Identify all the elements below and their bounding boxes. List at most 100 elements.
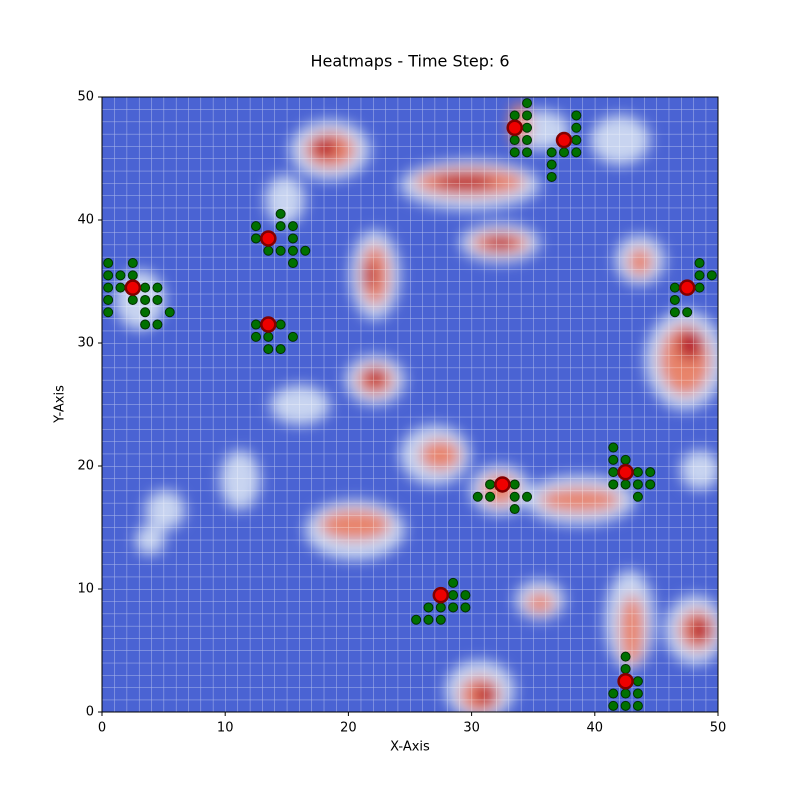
neighbor-point	[103, 282, 114, 293]
agent-point	[555, 131, 573, 149]
neighbor-point	[522, 147, 533, 158]
agent-point	[506, 119, 523, 136]
chart-title: Heatmaps - Time Step: 6	[310, 52, 509, 71]
neighbor-point	[546, 171, 557, 182]
neighbor-point	[509, 479, 520, 490]
agent-point	[260, 230, 277, 247]
neighbor-point	[706, 270, 717, 281]
heatmap	[102, 97, 718, 712]
neighbor-point	[522, 98, 533, 109]
neighbor-point	[669, 307, 680, 318]
neighbor-point	[263, 344, 274, 355]
neighbor-point	[287, 331, 298, 342]
neighbor-point	[411, 614, 422, 625]
neighbor-point	[275, 245, 286, 256]
neighbor-point	[103, 270, 114, 281]
neighbor-point	[251, 319, 261, 330]
neighbor-point	[448, 590, 459, 601]
neighbor-point	[632, 688, 643, 699]
neighbor-point	[645, 467, 656, 478]
neighbor-point	[522, 135, 533, 146]
neighbor-point	[103, 307, 114, 318]
y-axis-label: Y-Axis	[53, 385, 68, 424]
agent-point	[494, 476, 511, 493]
neighbor-point	[263, 331, 274, 342]
neighbor-point	[546, 147, 557, 158]
neighbor-point	[435, 614, 446, 625]
neighbor-point	[448, 602, 459, 613]
neighbor-point	[435, 602, 446, 613]
agent-point	[432, 586, 450, 604]
neighbor-point	[608, 442, 619, 453]
x-tick-label: 10	[217, 721, 234, 736]
neighbor-point	[115, 270, 126, 281]
neighbor-point	[571, 110, 582, 121]
neighbor-point	[608, 688, 619, 699]
neighbor-point	[127, 258, 138, 269]
neighbor-point	[115, 282, 126, 293]
neighbor-point	[127, 270, 138, 281]
neighbor-point	[485, 491, 496, 502]
neighbor-point	[669, 294, 680, 305]
y-tick-label: 10	[77, 582, 94, 597]
neighbor-point	[522, 491, 533, 502]
neighbor-point	[472, 491, 483, 502]
neighbor-point	[571, 122, 582, 133]
neighbor-point	[423, 602, 434, 613]
neighbor-point	[620, 663, 631, 674]
neighbor-point	[460, 590, 471, 601]
neighbor-point	[485, 479, 496, 490]
neighbor-point	[287, 221, 298, 232]
neighbor-point	[632, 700, 643, 711]
neighbor-point	[152, 282, 163, 293]
neighbor-point	[152, 294, 163, 305]
neighbor-point	[423, 614, 434, 625]
neighbor-point	[152, 319, 163, 330]
neighbor-point	[509, 135, 520, 146]
x-tick-label: 40	[587, 721, 604, 736]
y-tick-label: 50	[77, 90, 94, 105]
agent-point	[617, 673, 634, 690]
neighbor-point	[103, 258, 114, 269]
neighbor-point	[608, 700, 619, 711]
neighbor-point	[275, 221, 286, 232]
x-axis-label: X-Axis	[390, 740, 430, 755]
neighbor-point	[140, 294, 151, 305]
neighbor-point	[571, 147, 582, 158]
plot-frame	[101, 96, 719, 713]
neighbor-point	[669, 282, 680, 293]
neighbor-point	[300, 245, 311, 256]
neighbor-point	[620, 651, 631, 662]
neighbor-point	[694, 282, 705, 293]
x-tick-label: 30	[463, 721, 480, 736]
agent-point	[124, 279, 142, 296]
neighbor-point	[546, 159, 557, 170]
neighbor-point	[103, 294, 114, 305]
neighbor-point	[522, 122, 533, 133]
y-tick-label: 0	[86, 705, 94, 720]
neighbor-point	[645, 479, 656, 490]
neighbor-point	[694, 270, 705, 281]
neighbor-point	[287, 245, 298, 256]
agent-point	[678, 279, 696, 296]
neighbor-point	[287, 233, 298, 244]
neighbor-point	[287, 258, 298, 269]
neighbor-point	[682, 307, 693, 318]
x-tick-label: 50	[710, 721, 727, 736]
neighbor-point	[620, 688, 631, 699]
neighbor-point	[571, 135, 582, 146]
neighbor-point	[694, 258, 705, 269]
neighbor-point	[140, 282, 151, 293]
neighbor-point	[460, 602, 471, 613]
y-tick-label: 30	[77, 336, 94, 351]
neighbor-point	[127, 294, 138, 305]
neighbor-point	[251, 331, 261, 342]
neighbor-point	[251, 221, 261, 232]
neighbor-point	[509, 110, 520, 121]
neighbor-point	[509, 491, 520, 502]
x-tick-label: 20	[340, 721, 357, 736]
neighbor-point	[263, 245, 274, 256]
neighbor-point	[620, 700, 631, 711]
y-tick-label: 40	[77, 213, 94, 228]
